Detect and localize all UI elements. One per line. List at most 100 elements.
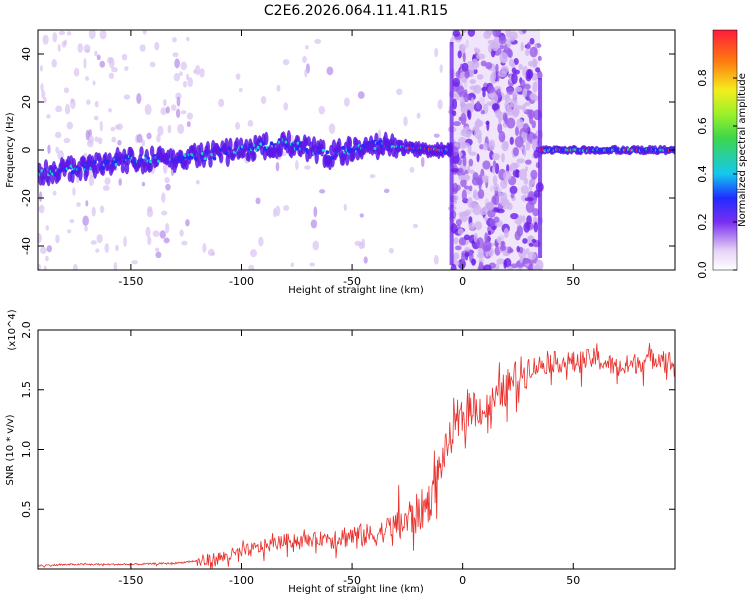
noisy-band-blob: [481, 86, 489, 92]
noisy-band-blob: [464, 102, 474, 113]
spectrogram-y-tick-label: -20: [20, 189, 33, 207]
noisy-band-blob: [483, 176, 489, 184]
noisy-band-blob: [510, 192, 515, 199]
noisy-band-blob: [500, 179, 508, 189]
spectrogram-speckle: [146, 132, 152, 140]
noisy-band-blob: [524, 166, 529, 172]
spectrogram-speckle: [170, 104, 177, 111]
noisy-band-blob: [520, 41, 524, 52]
spectrogram-x-tick-label: 0: [459, 275, 466, 288]
noisy-band-blob: [495, 108, 502, 118]
noisy-band-blob: [462, 127, 468, 133]
noisy-band-blob: [522, 123, 530, 133]
noisy-band-blob: [452, 77, 461, 88]
noisy-band-blob: [514, 126, 520, 137]
noisy-band-blob: [478, 179, 482, 191]
spectrogram-speckle: [145, 226, 151, 238]
spectrogram-speckle: [113, 262, 118, 270]
spectrogram-marks: [38, 30, 675, 270]
spectrogram-speckle: [46, 245, 52, 253]
spectrogram-speckle: [66, 121, 74, 130]
ridge-envelope: [347, 136, 353, 150]
noisy-band-blob: [467, 197, 473, 208]
ridge-envelope: [139, 146, 144, 157]
noisy-band-blob: [474, 47, 478, 53]
noisy-band-blob: [468, 222, 476, 230]
band-edge-right: [538, 78, 543, 258]
spectrogram-speckle: [195, 179, 200, 185]
spectrogram-speckle: [77, 43, 84, 53]
spectrogram-speckle: [154, 41, 160, 51]
noisy-band-blob: [501, 140, 509, 152]
spectrogram-speckle: [99, 205, 105, 214]
spectrogram-speckle: [108, 107, 112, 113]
noisy-band-blob: [468, 151, 477, 156]
noisy-band-blob: [473, 84, 482, 94]
noisy-band-blob: [512, 107, 520, 116]
noisy-band-blob: [522, 88, 528, 98]
spectrogram-speckle: [64, 103, 71, 115]
spectrogram-panel: -150 -100 -50 0 50 -40 -20 0 20 40 Height of str…: [5, 29, 676, 296]
ridge-core: [251, 146, 255, 151]
spectrogram-speckle: [180, 61, 188, 71]
noisy-band-blob: [469, 169, 475, 174]
spectrogram-speckle: [93, 115, 99, 121]
noisy-band-blob: [516, 245, 520, 253]
spectrogram-speckle: [156, 134, 161, 143]
ridge-highlight: [321, 148, 325, 152]
noisy-band-blob: [529, 46, 538, 58]
spectrogram-speckle: [186, 121, 191, 128]
noisy-band-blob: [487, 85, 496, 94]
spectrogram-speckle: [157, 125, 164, 136]
noisy-band-blob: [453, 120, 461, 127]
noisy-band-blob: [516, 225, 524, 237]
spectrogram-speckle: [86, 99, 91, 105]
noisy-band-blob: [531, 138, 537, 150]
noisy-band-blob: [485, 120, 490, 125]
spectrogram-x-tick-label: -150: [118, 275, 143, 288]
spectrogram-speckle: [39, 191, 43, 202]
spectrogram-speckle: [96, 54, 101, 61]
noisy-band-blob: [458, 237, 467, 246]
spectrogram-speckle: [396, 88, 403, 96]
spectrogram-speckle: [99, 30, 107, 40]
noisy-band-blob: [458, 174, 467, 181]
spectrogram-speckle: [159, 230, 166, 239]
colorbar-tick-label: 0.4: [696, 165, 709, 183]
noisy-band-blob: [453, 199, 458, 205]
noisy-band-blob: [491, 153, 500, 161]
spectrogram-speckle: [155, 251, 162, 259]
noisy-band-blob: [474, 121, 480, 133]
spectrogram-speckle: [202, 242, 207, 253]
noisy-band-blob: [527, 251, 537, 261]
spectrogram-speckle: [318, 105, 325, 115]
noisy-band-blob: [467, 110, 472, 121]
noisy-band-blob: [514, 218, 523, 225]
noisy-band-blob: [513, 58, 519, 66]
noisy-band-blob: [507, 104, 512, 113]
noisy-band-blob: [471, 258, 476, 266]
spectrogram-speckle: [45, 255, 49, 262]
noisy-band-blob: [493, 193, 500, 206]
spectrogram-speckle: [152, 230, 160, 237]
spectrogram-speckle: [403, 116, 408, 127]
noisy-band-blob: [491, 41, 499, 52]
spectrogram-speckle: [305, 45, 309, 50]
spectrogram-speckle: [146, 208, 154, 218]
spectrogram-speckle: [55, 234, 60, 244]
noisy-band-blob: [535, 259, 544, 270]
ridge-core: [146, 156, 150, 161]
spectrogram-speckle: [97, 137, 103, 145]
spectrogram-speckle: [39, 246, 47, 254]
spectrogram-speckle: [177, 123, 185, 135]
spectrogram-speckle: [310, 219, 318, 229]
noisy-band-blob: [496, 258, 505, 265]
noisy-band-blob: [498, 130, 506, 143]
noisy-band-blob: [476, 153, 480, 163]
spectrogram-speckle: [162, 98, 167, 107]
spectrogram-speckle: [39, 65, 43, 72]
spectrogram-speckle: [176, 96, 181, 107]
spectrogram-speckle: [193, 69, 197, 74]
spectrogram-speckle: [43, 265, 47, 270]
noisy-band-blob: [487, 230, 492, 236]
